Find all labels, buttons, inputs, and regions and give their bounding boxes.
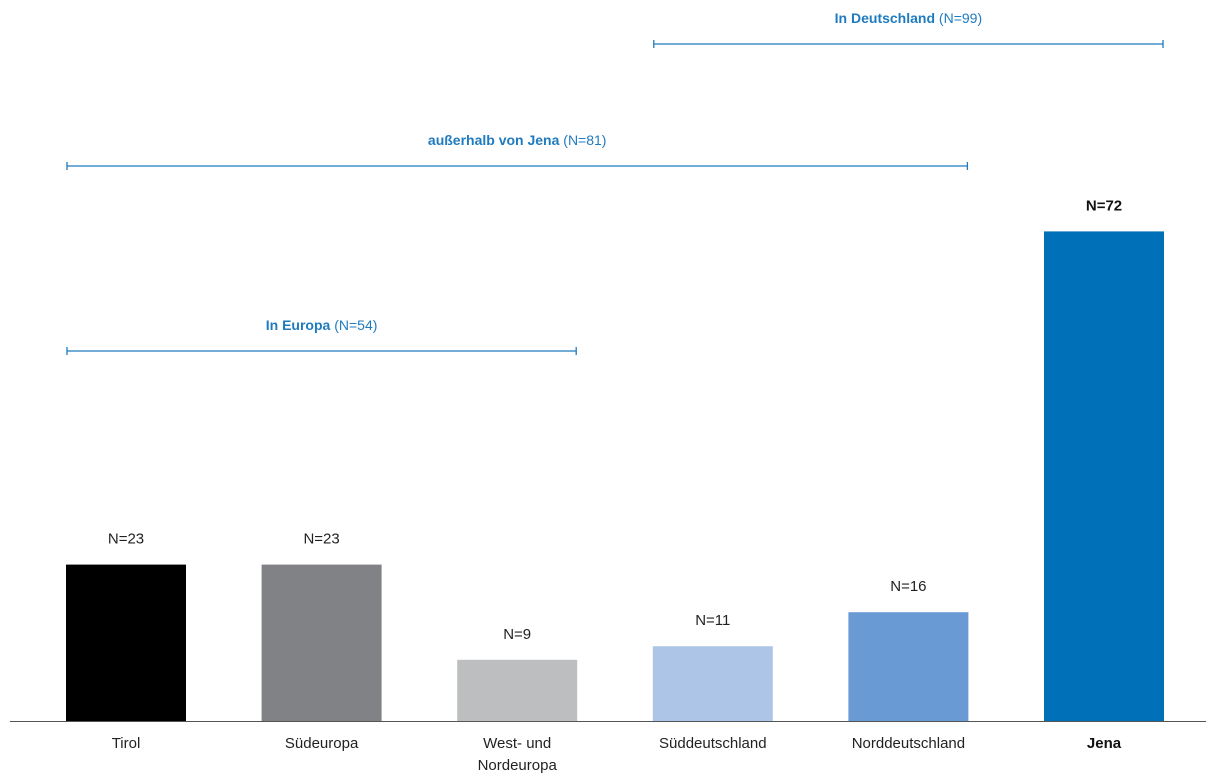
category-label-3: Süddeutschland: [659, 735, 767, 752]
value-label-2: N=9: [503, 626, 531, 643]
category-label-2-line-1: Nordeuropa: [478, 757, 558, 774]
value-label-1: N=23: [303, 531, 339, 548]
group-name-1: außerhalb von Jena: [428, 132, 560, 148]
bar-3: [652, 646, 773, 721]
category-label-2-line-0: West- und: [483, 735, 551, 752]
group-label-1: außerhalb von Jena (N=81): [428, 132, 607, 148]
group-bracket-2: In Europa (N=54): [66, 317, 577, 355]
group-name-0: In Deutschland: [835, 10, 935, 26]
value-label-4: N=16: [890, 578, 926, 595]
category-label-5: Jena: [1087, 735, 1122, 752]
group-count-1: (N=81): [559, 132, 606, 148]
category-label-1: Südeuropa: [285, 735, 359, 752]
bar-2: [457, 659, 578, 721]
group-brackets: In Deutschland (N=99) außerhalb von Jena …: [66, 10, 1164, 355]
category-label-0: Tirol: [112, 735, 141, 752]
value-label-5: N=72: [1086, 197, 1122, 214]
group-label-2: In Europa (N=54): [266, 317, 378, 333]
group-count-0: (N=99): [935, 10, 982, 26]
category-label-4: Norddeutschland: [852, 735, 965, 752]
bar-4: [848, 612, 969, 721]
bars: [66, 231, 1164, 721]
group-label-0: In Deutschland (N=99): [835, 10, 982, 26]
group-name-2: In Europa: [266, 317, 331, 333]
value-label-3: N=11: [695, 612, 730, 629]
bar-0: [66, 564, 186, 721]
bar-1: [261, 564, 382, 721]
value-label-0: N=23: [108, 531, 144, 548]
group-bracket-0: In Deutschland (N=99): [653, 10, 1164, 48]
category-labels: Tirol Südeuropa West- und Nordeuropa Süddeut…: [112, 735, 1122, 774]
bar-5: [1044, 231, 1164, 721]
group-bracket-1: außerhalb von Jena (N=81): [66, 132, 969, 170]
value-labels: N=23 N=23 N=9 N=11 N=16 N=72: [108, 197, 1122, 642]
group-count-2: (N=54): [330, 317, 377, 333]
